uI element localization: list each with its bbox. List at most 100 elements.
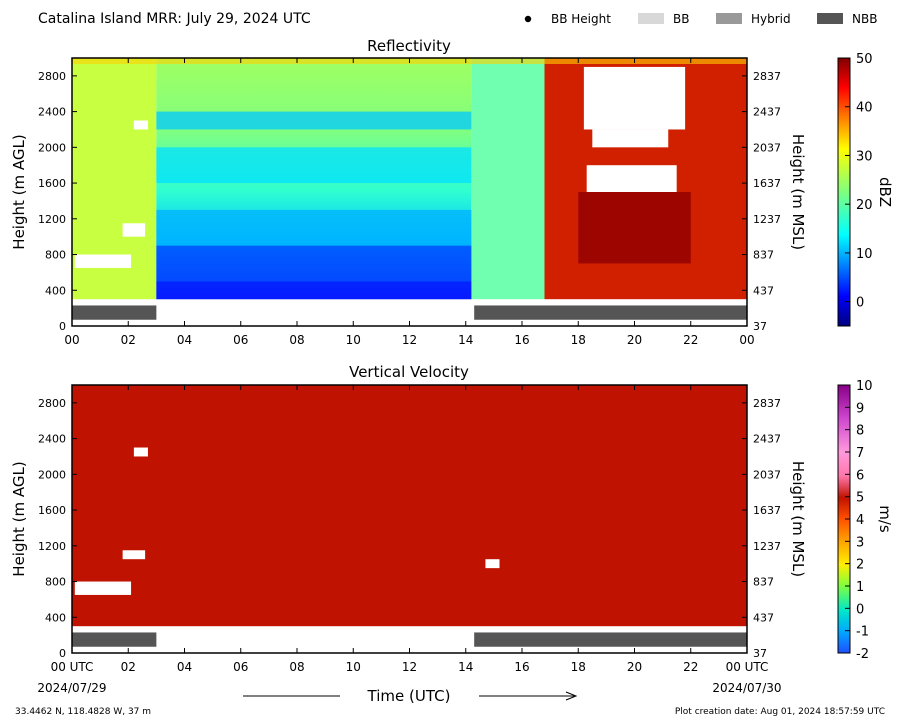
velocity-image <box>72 385 747 647</box>
x-tick-label: 16 <box>514 660 529 674</box>
reflectivity-segment <box>471 58 545 300</box>
x-tick-label: 00 <box>64 333 79 347</box>
velocity-x-ticks: 00 UTC 02 04 06 08 10 12 14 16 18 20 22 00 UTC <box>51 385 769 674</box>
footer-location: 33.4462 N, 118.4828 W, 37 m <box>15 707 151 717</box>
legend-bb-swatch <box>638 13 664 24</box>
x-tick-label: 04 <box>177 660 192 674</box>
legend-nbb-swatch <box>817 13 843 24</box>
reflectivity-band <box>156 281 472 300</box>
y-tick-label: 2800 <box>38 397 66 410</box>
y-tick-label: 400 <box>45 611 66 624</box>
y-tick-label-msl: 837 <box>753 249 774 262</box>
x-tick-label: 08 <box>289 660 304 674</box>
reflectivity-band <box>156 209 472 246</box>
reflectivity-ylabel: Height (m AGL) <box>10 134 28 249</box>
legend-nbb-label: NBB <box>852 12 877 26</box>
reflectivity-colorbar <box>837 57 851 327</box>
reflectivity-gap <box>586 165 677 192</box>
y-tick-label-msl: 1637 <box>753 504 781 517</box>
reflectivity-gap <box>74 254 132 268</box>
nbb-bar <box>72 305 157 320</box>
x-tick-label: 16 <box>514 333 529 347</box>
y-tick-label: 400 <box>45 284 66 297</box>
legend-bb-label: BB <box>673 12 689 26</box>
velocity-gap <box>74 581 132 595</box>
colorbar-tick-label: 0 <box>856 296 864 311</box>
colorbar-tick-label: 3 <box>856 535 864 550</box>
reflectivity-y-ticks-msl: 37 437 837 1237 1637 2037 2437 2837 <box>742 70 781 333</box>
reflectivity-gap <box>122 223 146 237</box>
legend-bb-height-marker <box>524 15 532 23</box>
x-tick-label: 22 <box>683 333 698 347</box>
x-tick-label: 02 <box>121 333 136 347</box>
velocity-gap <box>485 559 500 569</box>
y-tick-label-msl: 37 <box>753 647 767 660</box>
y-tick-label-msl: 2437 <box>753 433 781 446</box>
y-tick-label: 800 <box>45 576 66 589</box>
date-end-label: 2024/07/30 <box>712 681 781 695</box>
velocity-ylabel-right: Height (m MSL) <box>789 461 807 577</box>
y-tick-label-msl: 2837 <box>753 70 781 83</box>
x-tick-label: 14 <box>458 660 473 674</box>
y-tick-label-msl: 37 <box>753 320 767 333</box>
y-tick-label-msl: 437 <box>753 284 774 297</box>
legend: BB Height BB Hybrid NBB <box>524 12 877 26</box>
reflectivity-panel: Reflectivity 040080012001600200024002800… <box>10 37 894 347</box>
figure-title: Catalina Island MRR: July 29, 2024 UTC <box>38 11 311 27</box>
reflectivity-gap <box>583 66 686 130</box>
x-tick-label: 12 <box>402 333 417 347</box>
y-tick-label-msl: 837 <box>753 576 774 589</box>
y-tick-label: 1200 <box>38 213 66 226</box>
reflectivity-core <box>578 192 691 264</box>
colorbar-tick-label: 10 <box>856 247 873 262</box>
y-tick-label: 0 <box>59 647 66 660</box>
nbb-bar <box>72 632 157 647</box>
legend-hybrid-swatch <box>716 13 742 24</box>
nbb-bar <box>474 632 747 647</box>
nbb-bar <box>474 305 747 320</box>
y-tick-label-msl: 1237 <box>753 540 781 553</box>
legend-bb-height-label: BB Height <box>551 12 611 26</box>
x-tick-label: 02 <box>121 660 136 674</box>
x-tick-label: 22 <box>683 660 698 674</box>
y-tick-label: 2400 <box>38 433 66 446</box>
x-tick-label: 10 <box>346 333 361 347</box>
y-tick-label-msl: 1237 <box>753 213 781 226</box>
velocity-y-ticks: 0 400 800 1200 1600 2000 2400 2800 <box>38 397 77 660</box>
colorbar-tick-label: 1 <box>856 580 864 595</box>
reflectivity-gap <box>133 120 148 130</box>
reflectivity-x-ticks: 00 02 04 06 08 10 12 14 16 18 20 22 00 <box>64 58 755 347</box>
reflectivity-image <box>72 58 747 320</box>
colorbar-tick-label: 2 <box>856 558 864 573</box>
x-tick-label: 06 <box>233 660 248 674</box>
colorbar-tick-label: 6 <box>856 468 864 483</box>
y-tick-label-msl: 437 <box>753 611 774 624</box>
y-tick-label: 800 <box>45 249 66 262</box>
velocity-colorbar-label: m/s <box>876 505 894 533</box>
reflectivity-band <box>156 111 472 130</box>
x-tick-label: 20 <box>627 660 642 674</box>
x-tick-label: 12 <box>402 660 417 674</box>
y-tick-label-msl: 2037 <box>753 468 781 481</box>
y-tick-label: 1600 <box>38 504 66 517</box>
reflectivity-band <box>156 245 472 282</box>
x-tick-label: 20 <box>627 333 642 347</box>
colorbar-tick-label: 9 <box>856 401 864 416</box>
x-tick-label: 06 <box>233 333 248 347</box>
reflectivity-gap <box>592 129 669 148</box>
colorbar-tick-label: 7 <box>856 446 864 461</box>
reflectivity-colorbar-ticks: 0 10 20 30 40 50 <box>845 52 873 311</box>
y-tick-label-msl: 2437 <box>753 106 781 119</box>
xlabel-arrow-head <box>565 691 578 701</box>
legend-hybrid-label: Hybrid <box>751 12 791 26</box>
reflectivity-title: Reflectivity <box>367 37 451 55</box>
y-tick-label: 1200 <box>38 540 66 553</box>
x-tick-label: 00 UTC <box>726 660 769 674</box>
reflectivity-band <box>156 147 472 184</box>
y-tick-label: 2400 <box>38 106 66 119</box>
x-axis-label: Time (UTC) <box>367 687 451 705</box>
velocity-title: Vertical Velocity <box>349 363 469 381</box>
colorbar-tick-label: 4 <box>856 513 864 528</box>
footer-creation-date: Plot creation date: Aug 01, 2024 18:57:5… <box>675 707 885 717</box>
y-tick-label-msl: 2037 <box>753 141 781 154</box>
